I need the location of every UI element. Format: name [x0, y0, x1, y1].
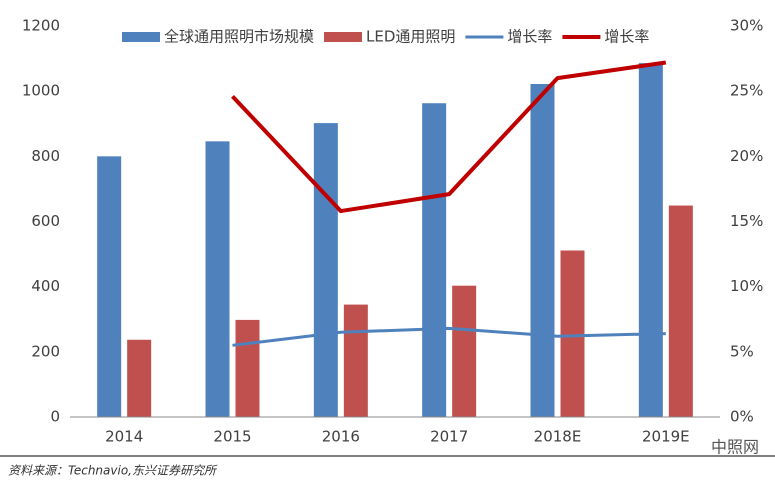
bar	[205, 141, 230, 417]
y-tick-label: 800	[31, 147, 60, 165]
y-tick-label: 0	[50, 408, 60, 426]
bar	[668, 205, 693, 417]
bar	[343, 304, 368, 417]
legend-swatch	[324, 32, 363, 42]
legend-label: 增长率	[507, 28, 552, 46]
y2-tick-label: 5%	[730, 342, 754, 360]
y-tick-label: 600	[31, 212, 60, 230]
source-note: 资料来源：Technavio,东兴证券研究所	[8, 464, 218, 478]
bar	[313, 123, 338, 418]
y2-tick-label: 25%	[730, 82, 763, 100]
line	[231, 60, 667, 214]
legend-label: 增长率	[604, 28, 649, 46]
y2-tick-label: 0%	[730, 408, 754, 426]
bar	[638, 63, 663, 418]
x-tick-label: 2016	[322, 428, 360, 446]
y-tick-label: 400	[31, 277, 60, 295]
legend-label: LED通用照明	[366, 28, 455, 46]
legend-swatch	[122, 32, 160, 42]
bar	[127, 339, 152, 417]
y2-tick-label: 20%	[730, 147, 763, 165]
x-tick-label: 2015	[213, 428, 251, 446]
y2-tick-label: 15%	[730, 212, 763, 230]
y-tick-label: 1200	[22, 17, 60, 35]
bar	[452, 285, 477, 417]
bar	[97, 156, 122, 418]
watermark: 中照网	[711, 438, 759, 457]
bar	[235, 319, 260, 417]
x-tick-label: 2014	[105, 428, 143, 446]
bar	[422, 103, 447, 417]
bar	[560, 250, 585, 417]
x-tick-label: 2019E	[642, 428, 690, 446]
x-tick-label: 2017	[430, 428, 468, 446]
y-tick-label: 200	[31, 342, 60, 360]
y2-tick-label: 10%	[730, 277, 763, 295]
y-tick-label: 1000	[22, 82, 60, 100]
x-tick-label: 2018E	[534, 428, 582, 446]
y2-tick-label: 30%	[730, 17, 763, 35]
line	[232, 326, 666, 347]
legend-label: 全球通用照明市场规模	[164, 28, 314, 46]
bar	[530, 83, 555, 417]
